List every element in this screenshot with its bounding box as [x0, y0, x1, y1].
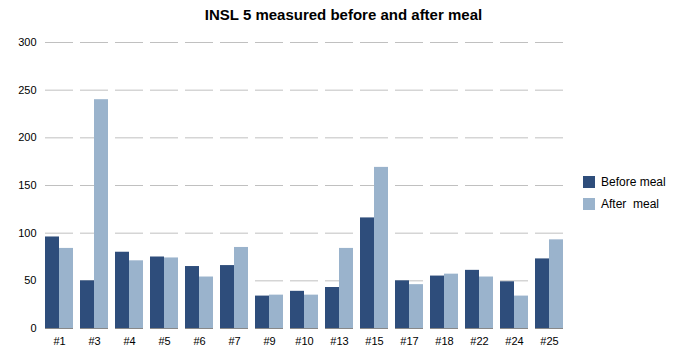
- svg-text:200: 200: [18, 131, 36, 143]
- svg-text:#25: #25: [540, 335, 558, 347]
- svg-text:250: 250: [18, 84, 36, 96]
- svg-text:#3: #3: [88, 335, 100, 347]
- svg-text:#5: #5: [158, 335, 170, 347]
- svg-text:#24: #24: [505, 335, 523, 347]
- svg-text:#4: #4: [123, 335, 135, 347]
- svg-text:300: 300: [18, 36, 36, 48]
- html-text:After meal: After meal: [601, 197, 659, 211]
- svg-text:#7: #7: [228, 335, 240, 347]
- svg-text:#15: #15: [365, 335, 383, 347]
- svg-text:100: 100: [18, 227, 36, 239]
- svg-text:#18: #18: [435, 335, 453, 347]
- svg-text:50: 50: [24, 274, 36, 286]
- svg-text:#13: #13: [330, 335, 348, 347]
- html-text:INSL 5 measured before and aft: INSL 5 measured before and after meal: [204, 6, 483, 23]
- svg-text:0: 0: [30, 322, 36, 334]
- svg-text:#10: #10: [295, 335, 313, 347]
- svg-text:#17: #17: [400, 335, 418, 347]
- svg-text:#1: #1: [53, 335, 65, 347]
- svg-text:150: 150: [18, 179, 36, 191]
- svg-text:#9: #9: [263, 335, 275, 347]
- html-text:Before meal: Before meal: [601, 175, 666, 189]
- svg-text:#6: #6: [193, 335, 205, 347]
- svg-text:#22: #22: [470, 335, 488, 347]
